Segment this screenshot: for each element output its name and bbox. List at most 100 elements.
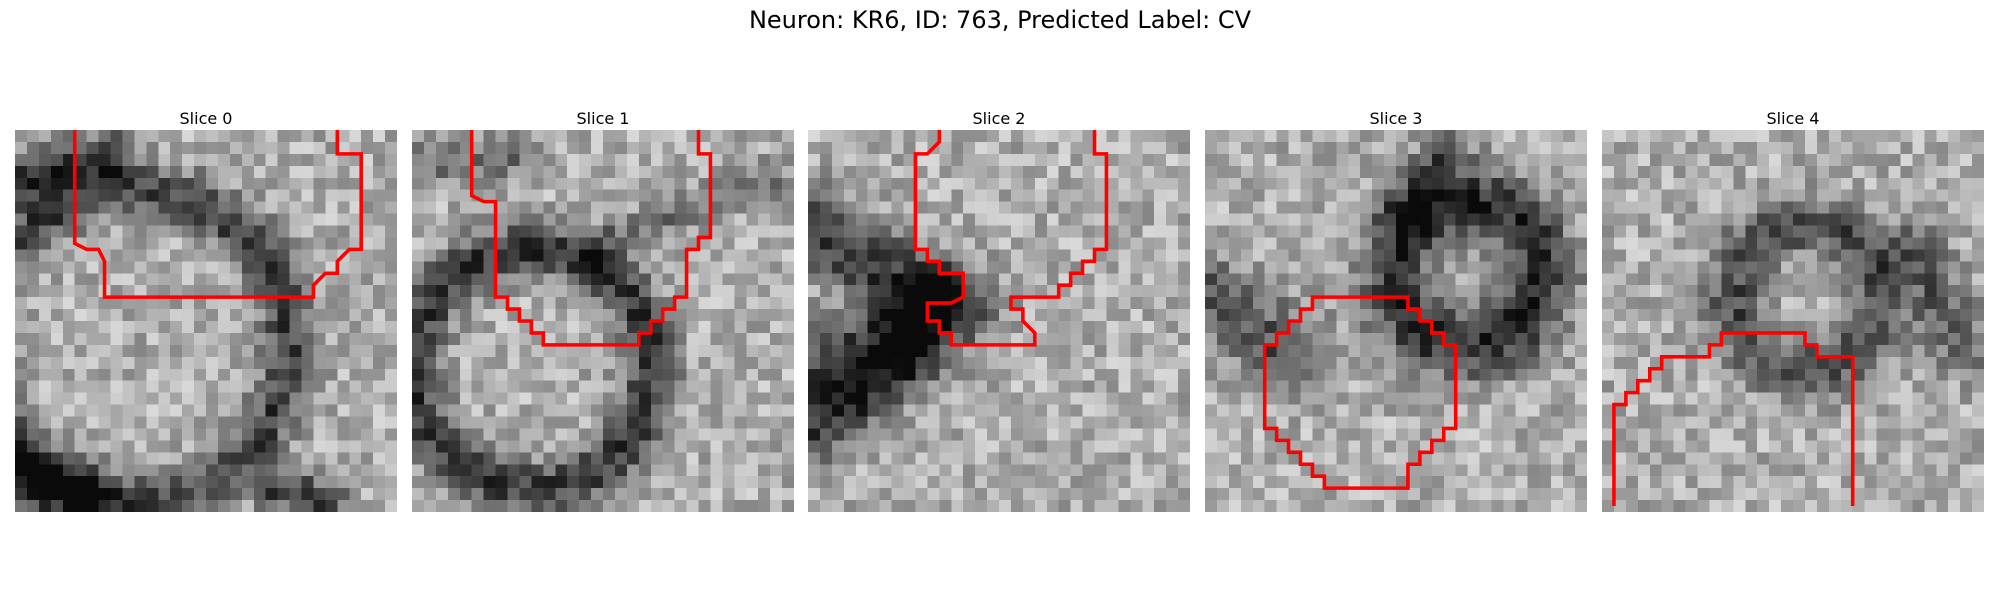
pixel: [1396, 261, 1409, 274]
pixel: [1757, 332, 1770, 346]
pixel: [1384, 141, 1397, 155]
pixel: [891, 237, 904, 250]
pixel: [1888, 297, 1901, 310]
pixel: [1781, 285, 1794, 298]
pixel: [722, 488, 735, 501]
pixel: [1396, 225, 1409, 238]
pixel: [337, 237, 350, 250]
pixel: [1178, 368, 1190, 381]
pixel: [939, 273, 952, 286]
pixel: [1888, 368, 1901, 381]
pixel: [1781, 344, 1794, 358]
pixel: [435, 321, 449, 334]
pixel: [1539, 380, 1552, 393]
pixel: [38, 356, 52, 369]
pixel: [1407, 344, 1421, 358]
pixel: [459, 452, 472, 465]
pixel: [1924, 165, 1937, 178]
pixel: [459, 500, 472, 512]
pixel: [855, 225, 868, 238]
pixel: [1372, 130, 1385, 143]
pixel: [170, 440, 183, 453]
pixel: [337, 201, 350, 214]
pixel: [662, 130, 675, 143]
pixel: [1503, 380, 1516, 393]
pixel: [349, 464, 362, 477]
pixel: [1709, 368, 1722, 381]
pixel: [1240, 141, 1253, 155]
pixel: [26, 404, 40, 417]
pixel: [1142, 380, 1155, 393]
pixel: [1709, 177, 1722, 190]
pixel: [1384, 344, 1397, 358]
pixel: [1348, 500, 1361, 512]
pixel: [1912, 273, 1925, 286]
pixel: [62, 368, 75, 381]
pixel: [519, 452, 532, 465]
pixel: [1649, 177, 1662, 190]
pixel: [710, 177, 723, 190]
pixel: [1419, 356, 1433, 369]
pixel: [26, 500, 40, 512]
pixel: [1336, 476, 1349, 489]
pixel: [903, 380, 916, 393]
pixel: [770, 237, 783, 250]
pixel: [662, 189, 675, 202]
pixel: [915, 488, 928, 501]
pixel: [698, 428, 711, 441]
pixel: [1769, 189, 1782, 202]
pixel: [253, 500, 266, 512]
pixel: [253, 177, 266, 190]
pixel: [1082, 452, 1095, 465]
pixel: [98, 297, 111, 310]
pixel: [349, 213, 362, 226]
pixel: [1372, 165, 1385, 178]
pixel: [903, 273, 916, 286]
pixel: [1034, 297, 1047, 310]
pixel: [1046, 130, 1059, 143]
pixel: [1491, 141, 1504, 155]
pixel: [603, 404, 616, 417]
pixel: [1828, 392, 1841, 405]
pixel: [579, 237, 592, 250]
pixel: [1769, 428, 1782, 441]
pixel: [1721, 309, 1734, 322]
pixel: [447, 141, 460, 155]
pixel: [86, 332, 99, 346]
pixel: [591, 404, 604, 417]
pixel: [614, 368, 628, 381]
pixel: [975, 404, 988, 417]
pixel: [1840, 273, 1853, 286]
pixel: [1685, 189, 1698, 202]
pixel: [1503, 428, 1516, 441]
pixel: [1276, 177, 1289, 190]
pixel: [603, 368, 616, 381]
pixel: [1312, 177, 1325, 190]
pixel: [182, 237, 195, 250]
pixel: [891, 321, 904, 334]
pixel: [1431, 237, 1444, 250]
pixel: [194, 392, 207, 405]
pixel: [1563, 356, 1576, 369]
pixel: [1384, 488, 1397, 501]
pixel: [349, 201, 362, 214]
pixel: [277, 464, 290, 477]
pixel: [86, 452, 99, 465]
pixel: [758, 237, 771, 250]
pixel: [1467, 404, 1480, 417]
pixel: [1407, 130, 1421, 143]
pixel: [471, 464, 484, 477]
pixel: [349, 452, 362, 465]
pixel: [843, 285, 856, 298]
pixel: [963, 332, 976, 346]
pixel: [1046, 213, 1059, 226]
pixel: [1888, 404, 1901, 417]
pixel: [1733, 261, 1746, 274]
pixel: [1769, 392, 1782, 405]
pixel: [567, 189, 580, 202]
pixel: [1300, 225, 1313, 238]
pixel: [867, 356, 880, 369]
pixel: [1010, 225, 1024, 238]
pixel: [879, 165, 892, 178]
pixel: [265, 165, 278, 178]
